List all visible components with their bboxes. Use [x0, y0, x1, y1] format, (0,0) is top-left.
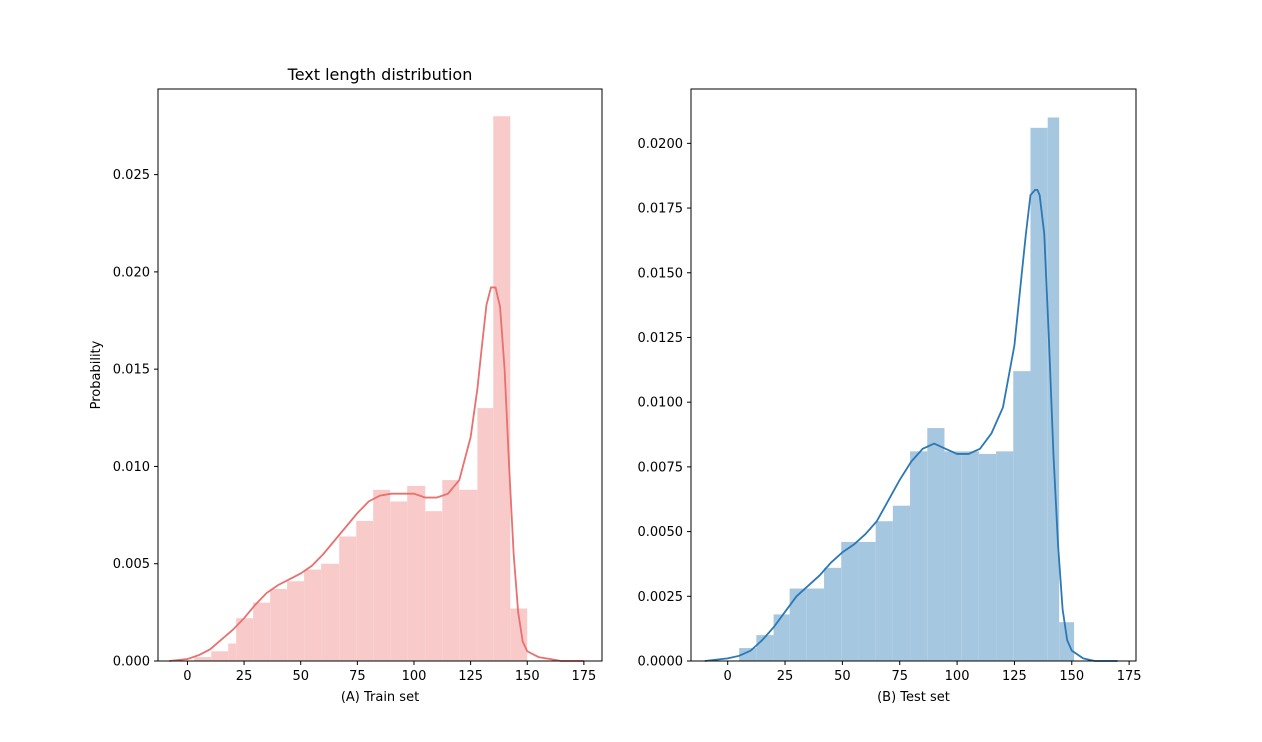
x-tick-label-3: 75 [349, 669, 366, 684]
x-tick-label-7: 175 [1117, 669, 1142, 684]
histogram-bar-8 [875, 521, 893, 661]
y-tick-label-1: 0.0025 [638, 590, 684, 605]
x-tick-label-1: 25 [236, 669, 253, 684]
y-tick-label-3: 0.0075 [638, 460, 684, 475]
histogram-bar-7 [858, 541, 876, 661]
x-tick-label-5: 125 [458, 669, 483, 684]
train-kde-line [169, 286, 584, 662]
histogram-bar-2 [228, 643, 237, 661]
histogram-bar-6 [287, 581, 305, 661]
histogram-bar-0 [739, 648, 757, 661]
train-y-ticks: 0.000 0.005 0.010 0.015 0.020 0.025 [113, 168, 158, 670]
x-tick-label-7: 175 [571, 669, 596, 684]
histogram-bar-14 [425, 511, 443, 661]
y-tick-label-2: 0.010 [113, 460, 150, 475]
x-tick-label-1: 25 [777, 669, 794, 684]
histogram-bar-4 [253, 602, 271, 661]
y-tick-label-3: 0.015 [113, 363, 150, 378]
histogram-bar-2 [773, 614, 790, 661]
x-tick-label-2: 50 [834, 669, 851, 684]
histogram-bar-19 [510, 608, 528, 661]
histogram-bar-9 [892, 505, 911, 661]
histogram-bar-0 [194, 657, 212, 661]
histogram-bar-18 [493, 116, 511, 662]
histogram-bar-10 [910, 451, 928, 661]
y-tick-label-5: 0.0125 [638, 331, 684, 346]
histogram-bar-18 [1047, 117, 1060, 662]
y-tick-label-7: 0.0175 [638, 202, 684, 217]
x-tick-label-3: 75 [891, 669, 908, 684]
histogram-bar-12 [944, 451, 962, 661]
histogram-bar-11 [373, 489, 391, 661]
y-tick-label-1: 0.005 [113, 557, 150, 572]
x-tick-label-6: 150 [515, 669, 540, 684]
histogram-bar-9 [339, 536, 357, 661]
y-axis-label: Probability [89, 340, 104, 409]
histogram-bar-1 [211, 651, 229, 661]
histogram-bar-13 [961, 451, 979, 661]
y-tick-label-8: 0.0200 [638, 137, 684, 152]
chart-title: Text length distribution [287, 65, 473, 84]
y-tick-label-5: 0.025 [113, 168, 150, 183]
histogram-bar-17 [1030, 127, 1048, 661]
histogram-bar-3 [789, 588, 807, 661]
x-tick-label-4: 100 [402, 669, 427, 684]
train-x-axis-label: (A) Train set [341, 690, 419, 705]
histogram-bar-5 [270, 589, 288, 661]
test-histogram [739, 117, 1075, 662]
test-x-ticks: 0 25 50 75 100 125 150 175 [724, 661, 1142, 684]
histogram-bar-11 [927, 428, 945, 661]
histogram-bar-6 [841, 541, 859, 661]
test-axes-frame [690, 88, 1137, 662]
histogram-bar-1 [756, 635, 774, 661]
histogram-bar-13 [407, 485, 426, 661]
test-set-panel: 0 25 50 75 100 125 150 175 0.00000.00250.00500.… [638, 88, 1142, 705]
x-tick-label-0: 0 [724, 669, 732, 684]
y-tick-label-4: 0.020 [113, 265, 150, 280]
histogram-bar-4 [806, 588, 825, 661]
histogram-bar-10 [356, 520, 374, 661]
histogram-bar-16 [459, 489, 478, 661]
y-tick-label-0: 0.0000 [638, 655, 684, 670]
x-tick-label-0: 0 [183, 669, 191, 684]
train-set-panel: 0 25 50 75 100 125 150 175 0.000 0.005 0.010 0.015… [89, 65, 603, 705]
histogram-bar-7 [304, 569, 322, 661]
histogram-bar-12 [390, 501, 408, 661]
y-tick-label-0: 0.000 [113, 655, 150, 670]
test-x-axis-label: (B) Test set [877, 690, 950, 705]
train-x-ticks: 0 25 50 75 100 125 150 175 [183, 661, 596, 684]
histogram-bar-15 [996, 451, 1014, 661]
histogram-bar-5 [824, 567, 842, 661]
y-tick-label-4: 0.0100 [638, 396, 684, 411]
train-histogram [194, 116, 528, 662]
test-y-ticks: 0.0000 0.0025 0.0050 0.0075 0.0100 0.0125 0.01… [638, 137, 691, 670]
histogram-bar-16 [1013, 371, 1031, 661]
histogram-bar-15 [442, 480, 460, 661]
train-axes-frame [157, 88, 603, 662]
x-tick-label-6: 150 [1059, 669, 1084, 684]
x-tick-label-5: 125 [1002, 669, 1027, 684]
histogram-bar-19 [1059, 622, 1075, 661]
test-kde-line [704, 189, 1118, 662]
histogram-bar-8 [321, 563, 340, 661]
histogram-bar-3 [236, 618, 254, 661]
x-tick-label-4: 100 [945, 669, 970, 684]
y-tick-label-2: 0.0050 [638, 525, 684, 540]
y-tick-label-6: 0.0150 [638, 266, 684, 281]
histogram-bar-17 [477, 408, 494, 661]
x-tick-label-2: 50 [292, 669, 309, 684]
histogram-bar-14 [978, 453, 997, 661]
